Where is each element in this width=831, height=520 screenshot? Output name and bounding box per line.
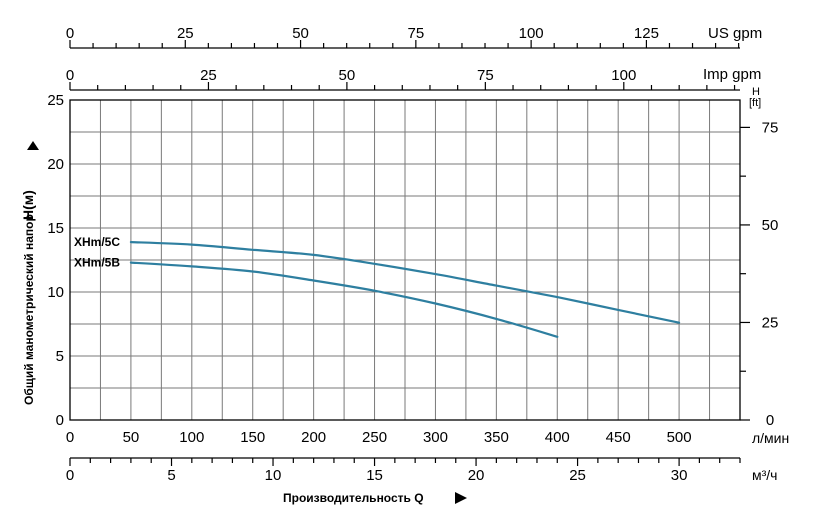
m3h-unit-label: м³/ч [752, 467, 777, 483]
y-tick-label: 0 [56, 412, 64, 429]
x-unit-label: л/мин [752, 430, 789, 446]
imp-gpm-unit-label: Imp gpm [703, 66, 761, 83]
x-tick-label: 500 [667, 429, 692, 446]
right-tick-label: 25 [762, 314, 779, 331]
right-unit-label-ft: [ft] [749, 97, 761, 109]
us-gpm-unit-label: US gpm [708, 25, 762, 42]
x-tick-label: 200 [301, 429, 326, 446]
right-tick-label: 75 [762, 119, 779, 136]
x-tick-label: 0 [66, 429, 74, 446]
y-tick-label: 20 [47, 156, 64, 173]
imp-gpm-axis-label: 75 [477, 67, 494, 84]
m3h-axis-label: 5 [167, 467, 175, 484]
m3h-axis-label: 25 [569, 467, 586, 484]
x-tick-label: 450 [606, 429, 631, 446]
m3h-axis-label: 0 [66, 467, 74, 484]
x-tick-label: 150 [240, 429, 265, 446]
y-tick-label: 25 [47, 92, 64, 109]
x-axis-arrow-icon [455, 492, 467, 504]
imp-gpm-axis-label: 25 [200, 67, 217, 84]
m3h-axis-label: 15 [366, 467, 383, 484]
us-gpm-axis-label: 100 [519, 25, 544, 42]
y-tick-label: 5 [56, 348, 64, 365]
x-tick-label: 300 [423, 429, 448, 446]
curve-xhm-5b [129, 261, 559, 338]
right-tick-label: 0 [766, 412, 774, 429]
us-gpm-axis-label: 125 [634, 25, 659, 42]
m3h-axis-label: 20 [468, 467, 485, 484]
imp-gpm-axis-label: 100 [611, 67, 636, 84]
us-gpm-axis-label: 50 [292, 25, 309, 42]
y-axis-arrow-icon [27, 141, 39, 150]
y-axis-title: Общий манометрический напор [22, 214, 36, 405]
m3h-axis-label: 30 [671, 467, 688, 484]
imp-gpm-axis-label: 50 [339, 67, 356, 84]
x-tick-label: 100 [179, 429, 204, 446]
us-gpm-axis-label: 0 [66, 25, 74, 42]
plot-frame [69, 99, 741, 421]
series-label-xhm-5b: XHm/5B [74, 256, 120, 270]
x-axis-title: Производительность Q [283, 491, 424, 505]
y-tick-label: 10 [47, 284, 64, 301]
x-tick-label: 250 [362, 429, 387, 446]
m3h-axis-label: 10 [265, 467, 282, 484]
x-tick-label: 400 [545, 429, 570, 446]
grid-lines [70, 100, 740, 420]
us-gpm-axis-label: 25 [177, 25, 194, 42]
curve-xhm-5c [129, 241, 681, 324]
y-axis-symbol: H(м) [20, 190, 36, 220]
curves [129, 241, 681, 338]
us-gpm-axis-label: 75 [408, 25, 425, 42]
right-tick-label: 50 [762, 217, 779, 234]
x-tick-label: 350 [484, 429, 509, 446]
right-unit-label-h: H [752, 86, 760, 98]
x-tick-label: 50 [123, 429, 140, 446]
imp-gpm-axis-label: 0 [66, 67, 74, 84]
axes [69, 40, 750, 466]
y-tick-label: 15 [47, 220, 64, 237]
series-label-xhm-5c: XHm/5C [74, 235, 120, 249]
